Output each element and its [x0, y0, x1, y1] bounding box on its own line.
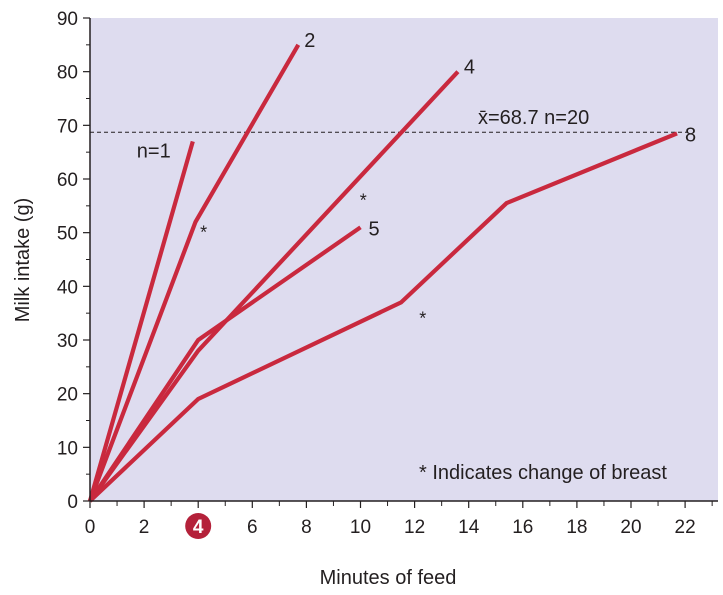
y-axis-title: Milk intake (g) [12, 198, 34, 322]
x-tick-label: 20 [620, 517, 641, 538]
x-tick-label: 6 [247, 517, 258, 538]
mean-reference-label: x̄=68.7 n=20 [478, 107, 589, 129]
y-axis-ticks: 0 10 20 30 40 50 60 70 80 90 [57, 9, 90, 513]
series-label-4: 5 [369, 218, 380, 240]
breast-change-star-3: * [419, 309, 426, 329]
x-tick-label: 12 [404, 517, 425, 538]
y-tick-label: 80 [57, 63, 78, 84]
series-label-5: 8 [685, 124, 696, 146]
x-tick-label: 2 [139, 517, 150, 538]
series-line-1 [87, 140, 195, 502]
series-label-2: 2 [304, 30, 315, 52]
x-tick-label: 4 [193, 517, 204, 538]
series-line-5 [88, 131, 678, 503]
y-tick-label: 10 [57, 438, 78, 459]
breast-change-markers: * * * [200, 190, 426, 328]
y-tick-label: 30 [57, 331, 78, 352]
y-tick-label: 20 [57, 385, 78, 406]
x-tick-label: 0 [85, 517, 96, 538]
x-tick-label: 10 [350, 517, 371, 538]
y-tick-label: 0 [67, 492, 78, 513]
x-axis-ticks: 0 2 4 6 8 10 12 14 16 18 20 22 [85, 501, 713, 539]
x-tick-label: 22 [675, 517, 696, 538]
y-tick-label: 70 [57, 116, 78, 137]
y-tick-label: 90 [57, 9, 78, 30]
series-label-3: 4 [464, 57, 475, 79]
x-tick-label: 14 [458, 517, 480, 538]
y-tick-label: 40 [57, 277, 78, 298]
x-axis-title: Minutes of feed [320, 567, 457, 589]
x-tick-label: 8 [301, 517, 312, 538]
x-tick-label: 16 [512, 517, 533, 538]
plot-background [90, 18, 718, 501]
x-tick-label: 18 [566, 517, 587, 538]
series-line-4 [88, 225, 362, 503]
highlighted-x-tick-badge [185, 513, 212, 539]
breast-change-star-1: * [200, 223, 207, 243]
series-line-2 [88, 43, 301, 502]
breast-change-star-2: * [360, 190, 367, 210]
legend-annotation: * Indicates change of breast [419, 462, 667, 484]
series-label-1: n=1 [137, 140, 171, 162]
y-tick-label: 60 [57, 170, 78, 191]
series-group: n=1 2 4 5 8 [87, 30, 696, 503]
y-tick-label: 50 [57, 224, 78, 245]
